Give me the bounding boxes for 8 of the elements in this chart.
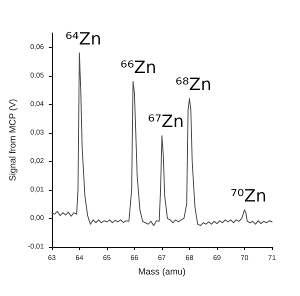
annotation: ⁶⁴Zn [65,29,102,50]
x-axis-title: Mass (amu) [138,266,186,276]
y-axis-title: Signal from MCP (V) [8,98,18,182]
annotation: ⁶⁸Zn [175,75,212,96]
annotation: ⁶⁶Zn [120,58,156,78]
line-series [51,52,272,226]
annotation: ⁶⁷Zn [148,112,184,132]
annotation: ⁷⁰Zn [230,186,267,206]
